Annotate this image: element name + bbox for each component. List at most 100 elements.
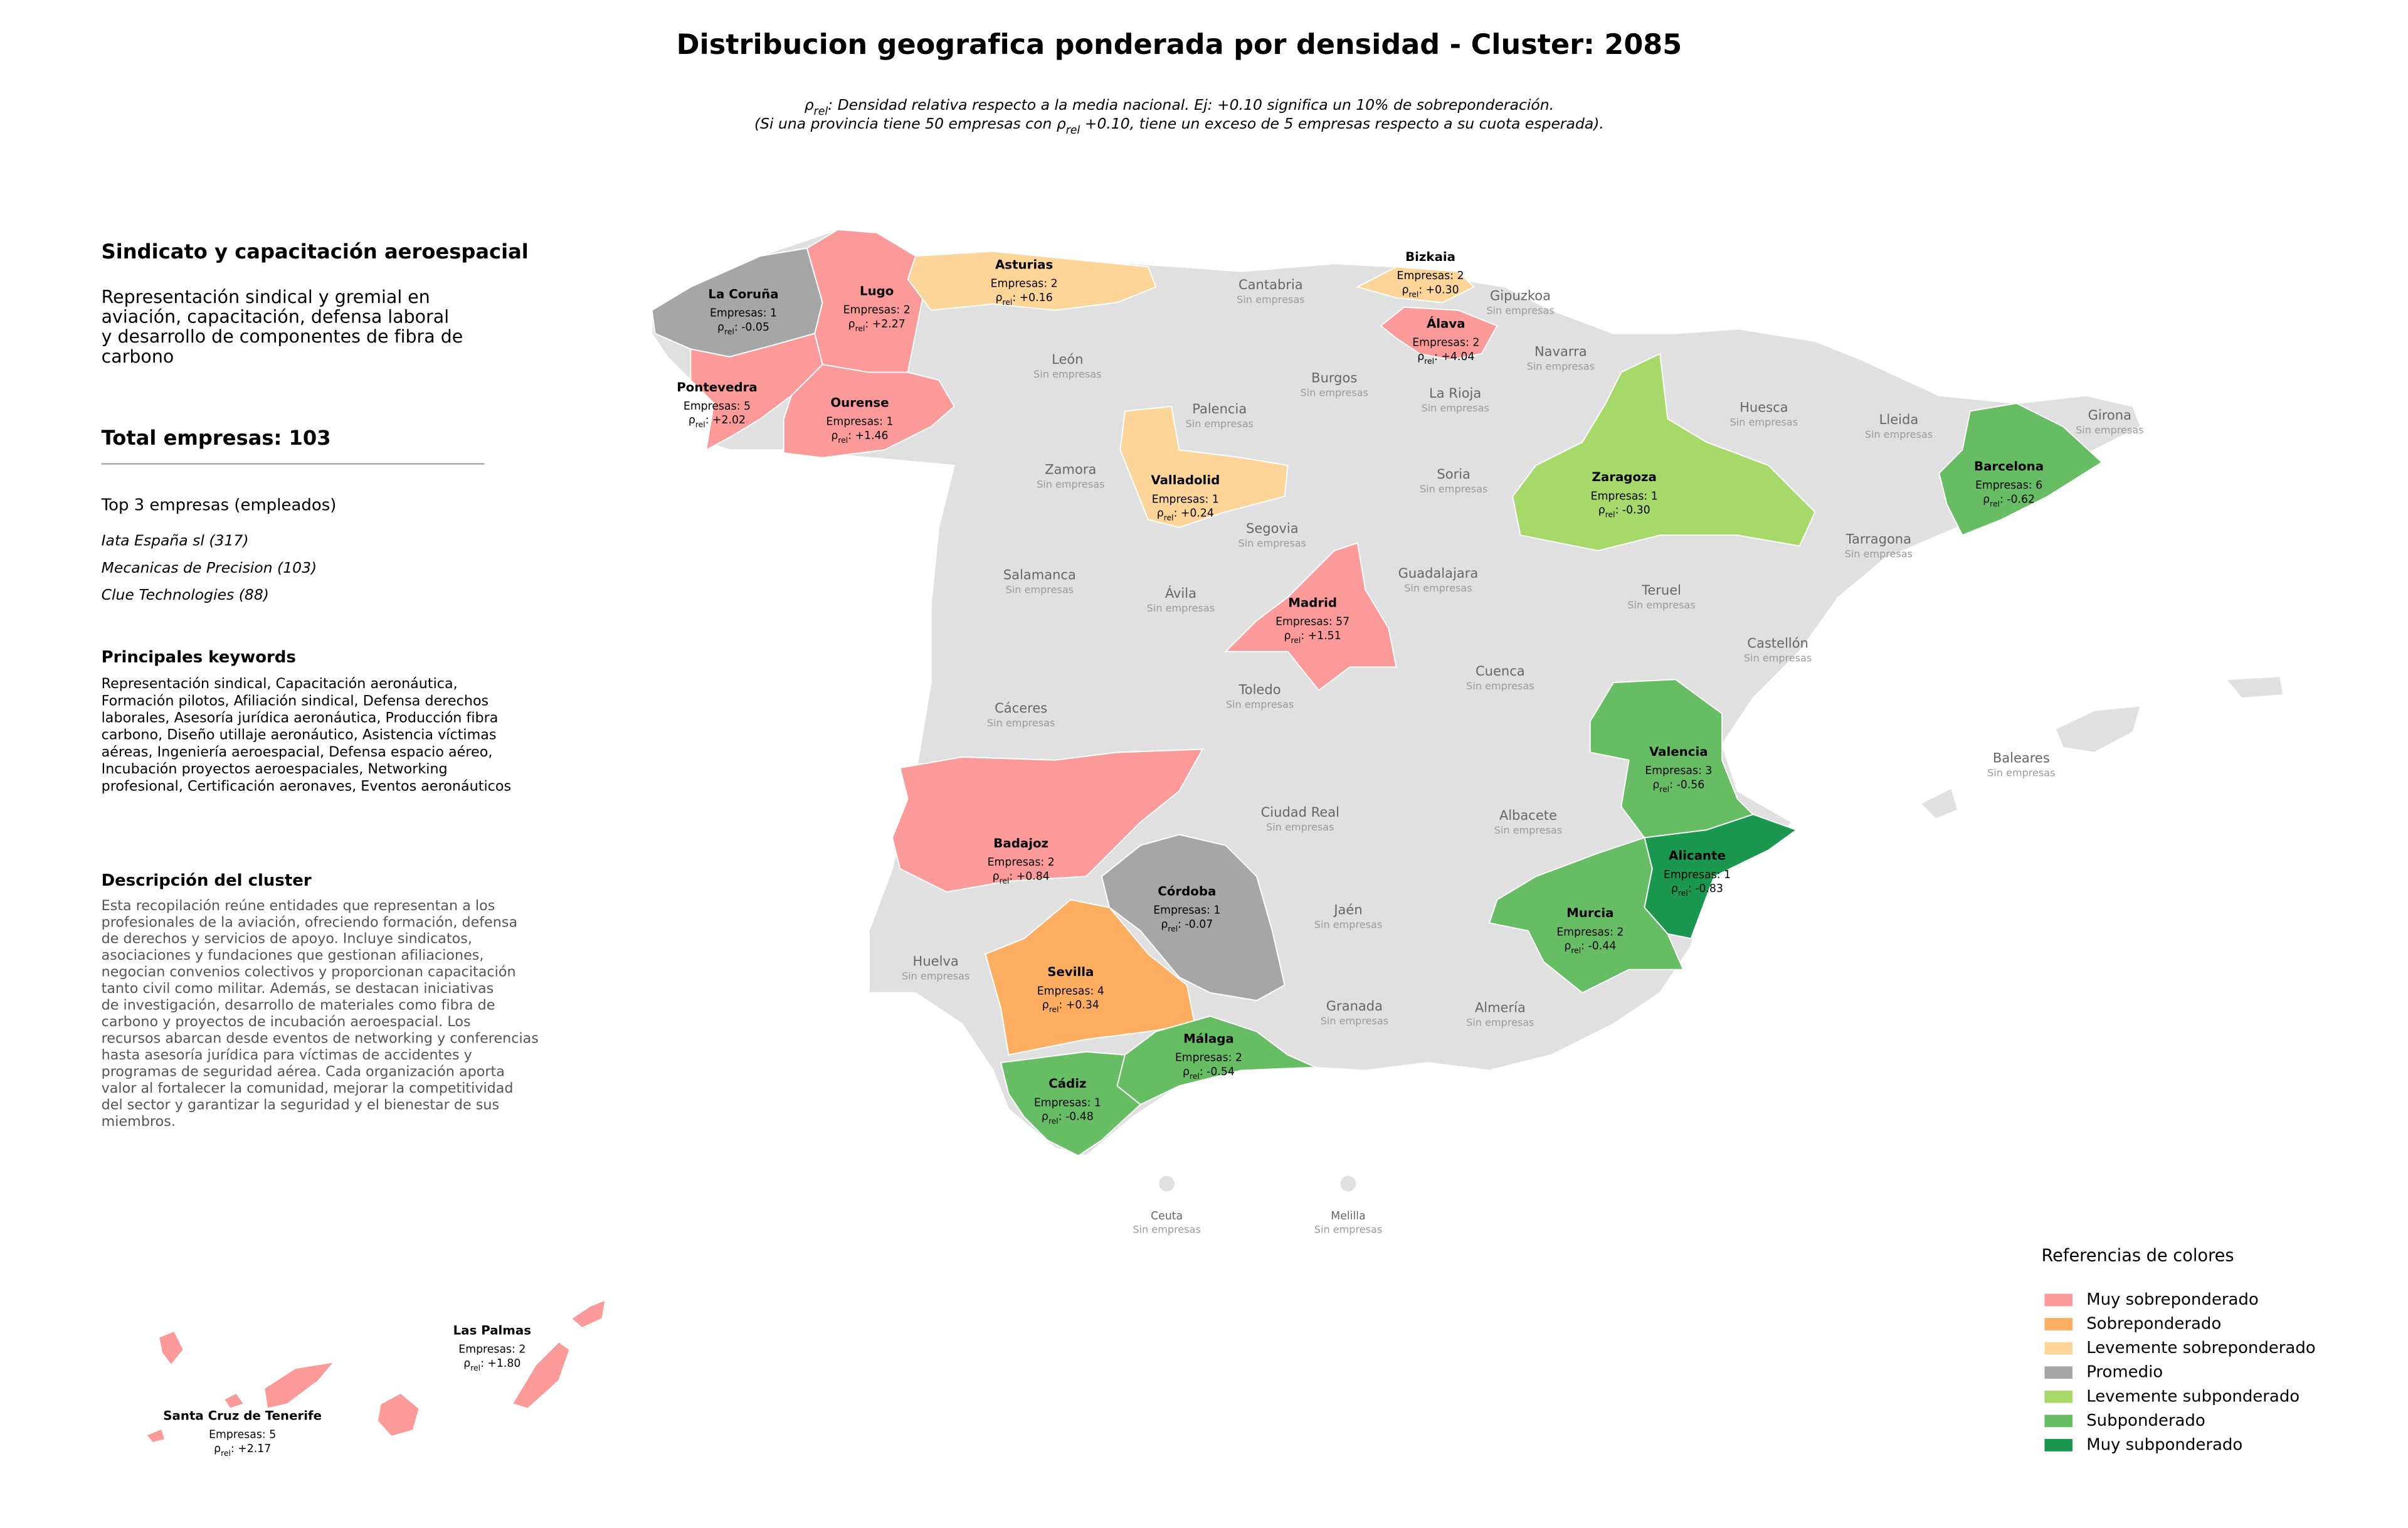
rho-subscript: rel <box>1678 889 1688 898</box>
rho-symbol: ρ <box>1183 1066 1190 1078</box>
rho-separator: : <box>1615 504 1622 517</box>
rho-value: +2.27 <box>872 318 906 331</box>
empty-label: Sin empresas <box>987 717 1055 729</box>
rho-value: +0.24 <box>1181 507 1214 520</box>
rho-subscript: rel <box>1000 876 1010 885</box>
province-name: Ciudad Real <box>1261 804 1339 820</box>
rho-subscript: rel <box>855 324 865 332</box>
province <box>1224 542 1397 691</box>
rho-value: +0.30 <box>1426 284 1459 296</box>
province-name: Zaragoza <box>1592 470 1657 484</box>
empty-label: Sin empresas <box>1466 1017 1534 1029</box>
province-name: Málaga <box>1183 1031 1234 1046</box>
rho-symbol: ρ <box>1161 918 1168 931</box>
subtitle-part: ρ <box>1057 114 1066 132</box>
top-company: Iata España sl (317) <box>102 532 249 549</box>
province-name: Almería <box>1475 1000 1526 1016</box>
province-rho: ρrel: -0.83 <box>1671 883 1723 898</box>
enclave <box>1340 1175 1356 1192</box>
province <box>376 1392 420 1438</box>
province <box>907 250 1157 311</box>
rho-symbol: ρ <box>1983 493 1990 506</box>
empty-label: Sin empresas <box>1147 602 1215 614</box>
rho-value: -0.83 <box>1695 883 1723 895</box>
subtitle-part: (Si una provincia tiene 50 empresas con <box>754 114 1057 132</box>
rho-value: -0.07 <box>1185 918 1213 931</box>
province <box>223 1392 245 1409</box>
province-name: Girona <box>2088 407 2131 423</box>
province-rho: ρrel: +1.46 <box>831 430 888 445</box>
province <box>1512 353 1816 551</box>
rho-value: -0.54 <box>1207 1066 1235 1078</box>
province-name: Santa Cruz de Tenerife <box>163 1408 322 1423</box>
total: Total empresas: 103 <box>102 426 331 450</box>
province-name: Palencia <box>1192 401 1247 416</box>
legend-swatch <box>2044 1439 2073 1451</box>
rho-separator: : <box>1688 883 1695 895</box>
keywords: Formación pilotos, Afiliación sindical, … <box>102 692 489 709</box>
subtitle-part: rel <box>1066 124 1080 137</box>
province-name: Zamora <box>1045 461 1096 477</box>
description: asociaciones y fundaciones que gestionan… <box>102 947 484 963</box>
province-name: Cuenca <box>1476 663 1525 679</box>
province-count: Empresas: 1 <box>826 416 893 428</box>
province-name: Pontevedra <box>677 380 758 395</box>
province-rho: ρrel: +2.02 <box>689 414 746 429</box>
cluster-summary: aviación, capacitación, defensa laboral <box>102 306 449 327</box>
province-name: Melilla <box>1331 1210 1365 1223</box>
province <box>1000 1051 1142 1157</box>
empty-label: Sin empresas <box>1865 428 1933 440</box>
province <box>158 1330 184 1366</box>
province-name: Baleares <box>1993 750 2050 765</box>
province-name: Guadalajara <box>1398 565 1479 581</box>
rho-value: +0.84 <box>1017 870 1050 883</box>
rho-subscript: rel <box>1168 924 1178 933</box>
province <box>690 332 823 452</box>
empty-label: Sin empresas <box>1186 418 1254 430</box>
rho-symbol: ρ <box>463 1357 470 1370</box>
rho-value: -0.30 <box>1622 504 1650 517</box>
province-rho: ρrel: -0.44 <box>1564 940 1616 955</box>
province-rho: ρrel: +0.34 <box>1042 999 1099 1014</box>
province-name: Sevilla <box>1047 965 1094 979</box>
subtitle-part: +0.10, tiene un exceso de 5 empresas res… <box>1080 114 1604 132</box>
rho-subscript: rel <box>1990 499 2000 508</box>
subtitle: ρrel: Densidad relativa respecto a la me… <box>805 96 1554 119</box>
rho-symbol: ρ <box>1042 1111 1048 1123</box>
province-name: Jaén <box>1333 902 1362 918</box>
legend-label: Levemente subponderado <box>2086 1387 2300 1406</box>
description: negocian convenios colectivos y proporci… <box>102 964 516 980</box>
province <box>1119 405 1289 528</box>
province-name: Madrid <box>1288 596 1337 610</box>
province-name: Valladolid <box>1151 473 1220 487</box>
rho-subscript: rel <box>1048 1117 1059 1125</box>
province-name: Granada <box>1326 998 1383 1014</box>
rho-value: +0.34 <box>1066 999 1099 1012</box>
rho-separator: : <box>1581 940 1588 953</box>
province-name: Murcia <box>1566 906 1613 920</box>
top-title: Top 3 empresas (empleados) <box>101 496 337 515</box>
province-name: Ceuta <box>1151 1210 1183 1223</box>
subtitle-part: : Densidad relativa respecto a la media … <box>828 96 1554 114</box>
province-rho: ρrel: -0.05 <box>717 321 769 336</box>
top-company: Mecanicas de Precision (103) <box>102 559 317 576</box>
province-name: Cádiz <box>1048 1076 1086 1091</box>
rho-symbol: ρ <box>214 1443 221 1455</box>
province-name: Lugo <box>860 284 894 298</box>
rho-symbol: ρ <box>689 414 695 427</box>
rho-value: -0.62 <box>2007 493 2035 506</box>
legend-swatch <box>2044 1342 2073 1355</box>
rho-separator: : <box>1174 507 1181 520</box>
island <box>1919 787 1959 820</box>
rho-subscript: rel <box>1003 297 1013 306</box>
rho-symbol: ρ <box>1671 883 1678 895</box>
rho-separator: : <box>1059 999 1066 1012</box>
rho-separator: : <box>231 1443 238 1455</box>
province-count: Empresas: 2 <box>1412 337 1479 349</box>
rho-symbol: ρ <box>848 318 855 331</box>
province <box>570 1298 606 1329</box>
empty-label: Sin empresas <box>1301 386 1368 398</box>
empty-label: Sin empresas <box>1033 368 1101 380</box>
rho-separator: : <box>1669 778 1676 791</box>
rho-subscript: rel <box>1605 510 1615 519</box>
